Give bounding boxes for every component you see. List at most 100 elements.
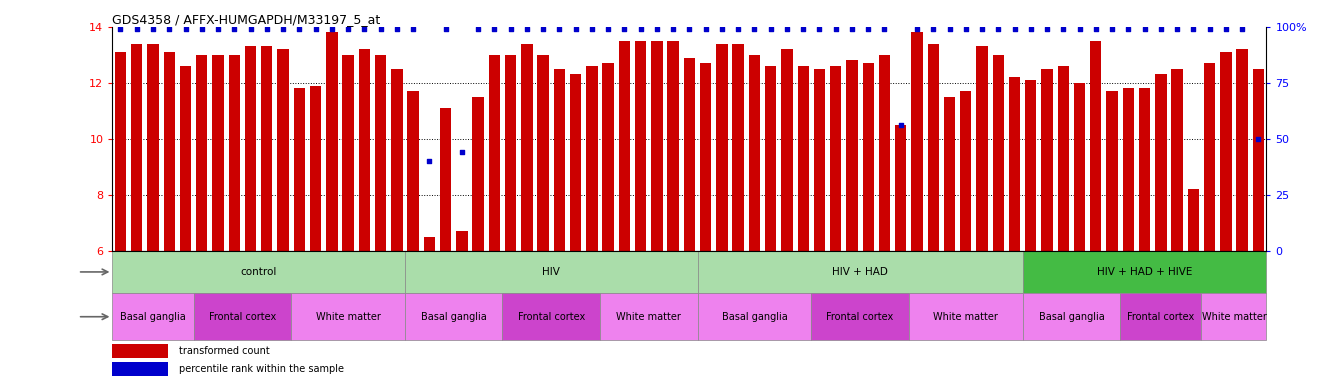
Point bbox=[321, 26, 342, 32]
Point bbox=[175, 26, 196, 32]
Point bbox=[110, 26, 131, 32]
Bar bbox=[600, 293, 698, 340]
Bar bbox=[407, 91, 419, 251]
Point bbox=[451, 149, 472, 156]
Bar bbox=[765, 66, 776, 251]
Bar bbox=[1107, 91, 1117, 251]
Text: Basal ganglia: Basal ganglia bbox=[420, 312, 486, 322]
Point bbox=[1166, 26, 1187, 32]
Bar bbox=[440, 108, 451, 251]
Point bbox=[582, 26, 603, 32]
Bar bbox=[112, 251, 405, 293]
Text: control: control bbox=[241, 267, 276, 277]
Bar bbox=[112, 362, 168, 376]
Bar bbox=[895, 125, 907, 251]
Bar bbox=[291, 293, 405, 340]
Bar bbox=[262, 46, 272, 251]
Point bbox=[386, 26, 407, 32]
Bar bbox=[748, 55, 760, 251]
Point bbox=[1085, 26, 1107, 32]
Bar bbox=[213, 55, 223, 251]
Bar bbox=[112, 293, 193, 340]
Point bbox=[549, 26, 570, 32]
Bar bbox=[1023, 251, 1266, 293]
Point bbox=[760, 26, 781, 32]
Point bbox=[988, 26, 1009, 32]
Bar bbox=[1187, 189, 1199, 251]
Bar bbox=[1204, 63, 1215, 251]
Point bbox=[1101, 26, 1122, 32]
Point bbox=[841, 26, 862, 32]
Bar bbox=[180, 66, 192, 251]
Bar bbox=[405, 251, 698, 293]
Point bbox=[1199, 26, 1220, 32]
Bar bbox=[196, 55, 208, 251]
Bar bbox=[635, 41, 646, 251]
Point bbox=[809, 26, 830, 32]
Point bbox=[776, 26, 797, 32]
Point bbox=[711, 26, 732, 32]
Point bbox=[517, 26, 538, 32]
Bar bbox=[1023, 293, 1120, 340]
Point bbox=[241, 26, 262, 32]
Bar bbox=[879, 55, 890, 251]
Text: White matter: White matter bbox=[1202, 312, 1266, 322]
Point bbox=[662, 26, 683, 32]
Point bbox=[337, 26, 358, 32]
Bar bbox=[112, 344, 168, 358]
Point bbox=[370, 26, 391, 32]
Bar bbox=[1253, 69, 1264, 251]
Point bbox=[939, 26, 960, 32]
Bar bbox=[698, 293, 812, 340]
Point bbox=[126, 26, 147, 32]
Text: Basal ganglia: Basal ganglia bbox=[722, 312, 788, 322]
Bar bbox=[586, 66, 598, 251]
Bar bbox=[1042, 69, 1052, 251]
Bar bbox=[960, 91, 972, 251]
Text: HIV: HIV bbox=[542, 267, 561, 277]
Bar bbox=[668, 41, 680, 251]
Bar bbox=[1171, 69, 1183, 251]
Point bbox=[484, 26, 505, 32]
Point bbox=[695, 26, 717, 32]
Point bbox=[727, 26, 748, 32]
Point bbox=[874, 26, 895, 32]
Point bbox=[419, 158, 440, 164]
Point bbox=[1248, 136, 1269, 142]
Bar bbox=[993, 55, 1003, 251]
Bar bbox=[717, 44, 727, 251]
Bar bbox=[405, 293, 502, 340]
Point bbox=[678, 26, 699, 32]
Point bbox=[825, 26, 846, 32]
Text: HIV + HAD + HIVE: HIV + HAD + HIVE bbox=[1097, 267, 1192, 277]
Point bbox=[1003, 26, 1025, 32]
Point bbox=[1117, 26, 1138, 32]
Point bbox=[272, 26, 293, 32]
Point bbox=[646, 26, 668, 32]
Point bbox=[159, 26, 180, 32]
Bar bbox=[293, 88, 305, 251]
Point bbox=[354, 26, 375, 32]
Point bbox=[1215, 26, 1236, 32]
Bar bbox=[278, 49, 288, 251]
Bar bbox=[1025, 80, 1036, 251]
Text: HIV + HAD: HIV + HAD bbox=[832, 267, 888, 277]
Text: Basal ganglia: Basal ganglia bbox=[1039, 312, 1104, 322]
Bar bbox=[619, 41, 631, 251]
Text: White matter: White matter bbox=[616, 312, 681, 322]
Text: Frontal cortex: Frontal cortex bbox=[1128, 312, 1195, 322]
Bar bbox=[944, 97, 956, 251]
Point bbox=[1036, 26, 1058, 32]
Bar bbox=[309, 86, 321, 251]
Point bbox=[435, 26, 456, 32]
Point bbox=[1183, 26, 1204, 32]
Bar bbox=[521, 44, 533, 251]
Point bbox=[305, 26, 327, 32]
Bar bbox=[1220, 52, 1232, 251]
Bar bbox=[472, 97, 484, 251]
Bar bbox=[193, 293, 291, 340]
Point bbox=[1052, 26, 1073, 32]
Bar bbox=[423, 237, 435, 251]
Text: Frontal cortex: Frontal cortex bbox=[518, 312, 584, 322]
Bar bbox=[1236, 49, 1248, 251]
